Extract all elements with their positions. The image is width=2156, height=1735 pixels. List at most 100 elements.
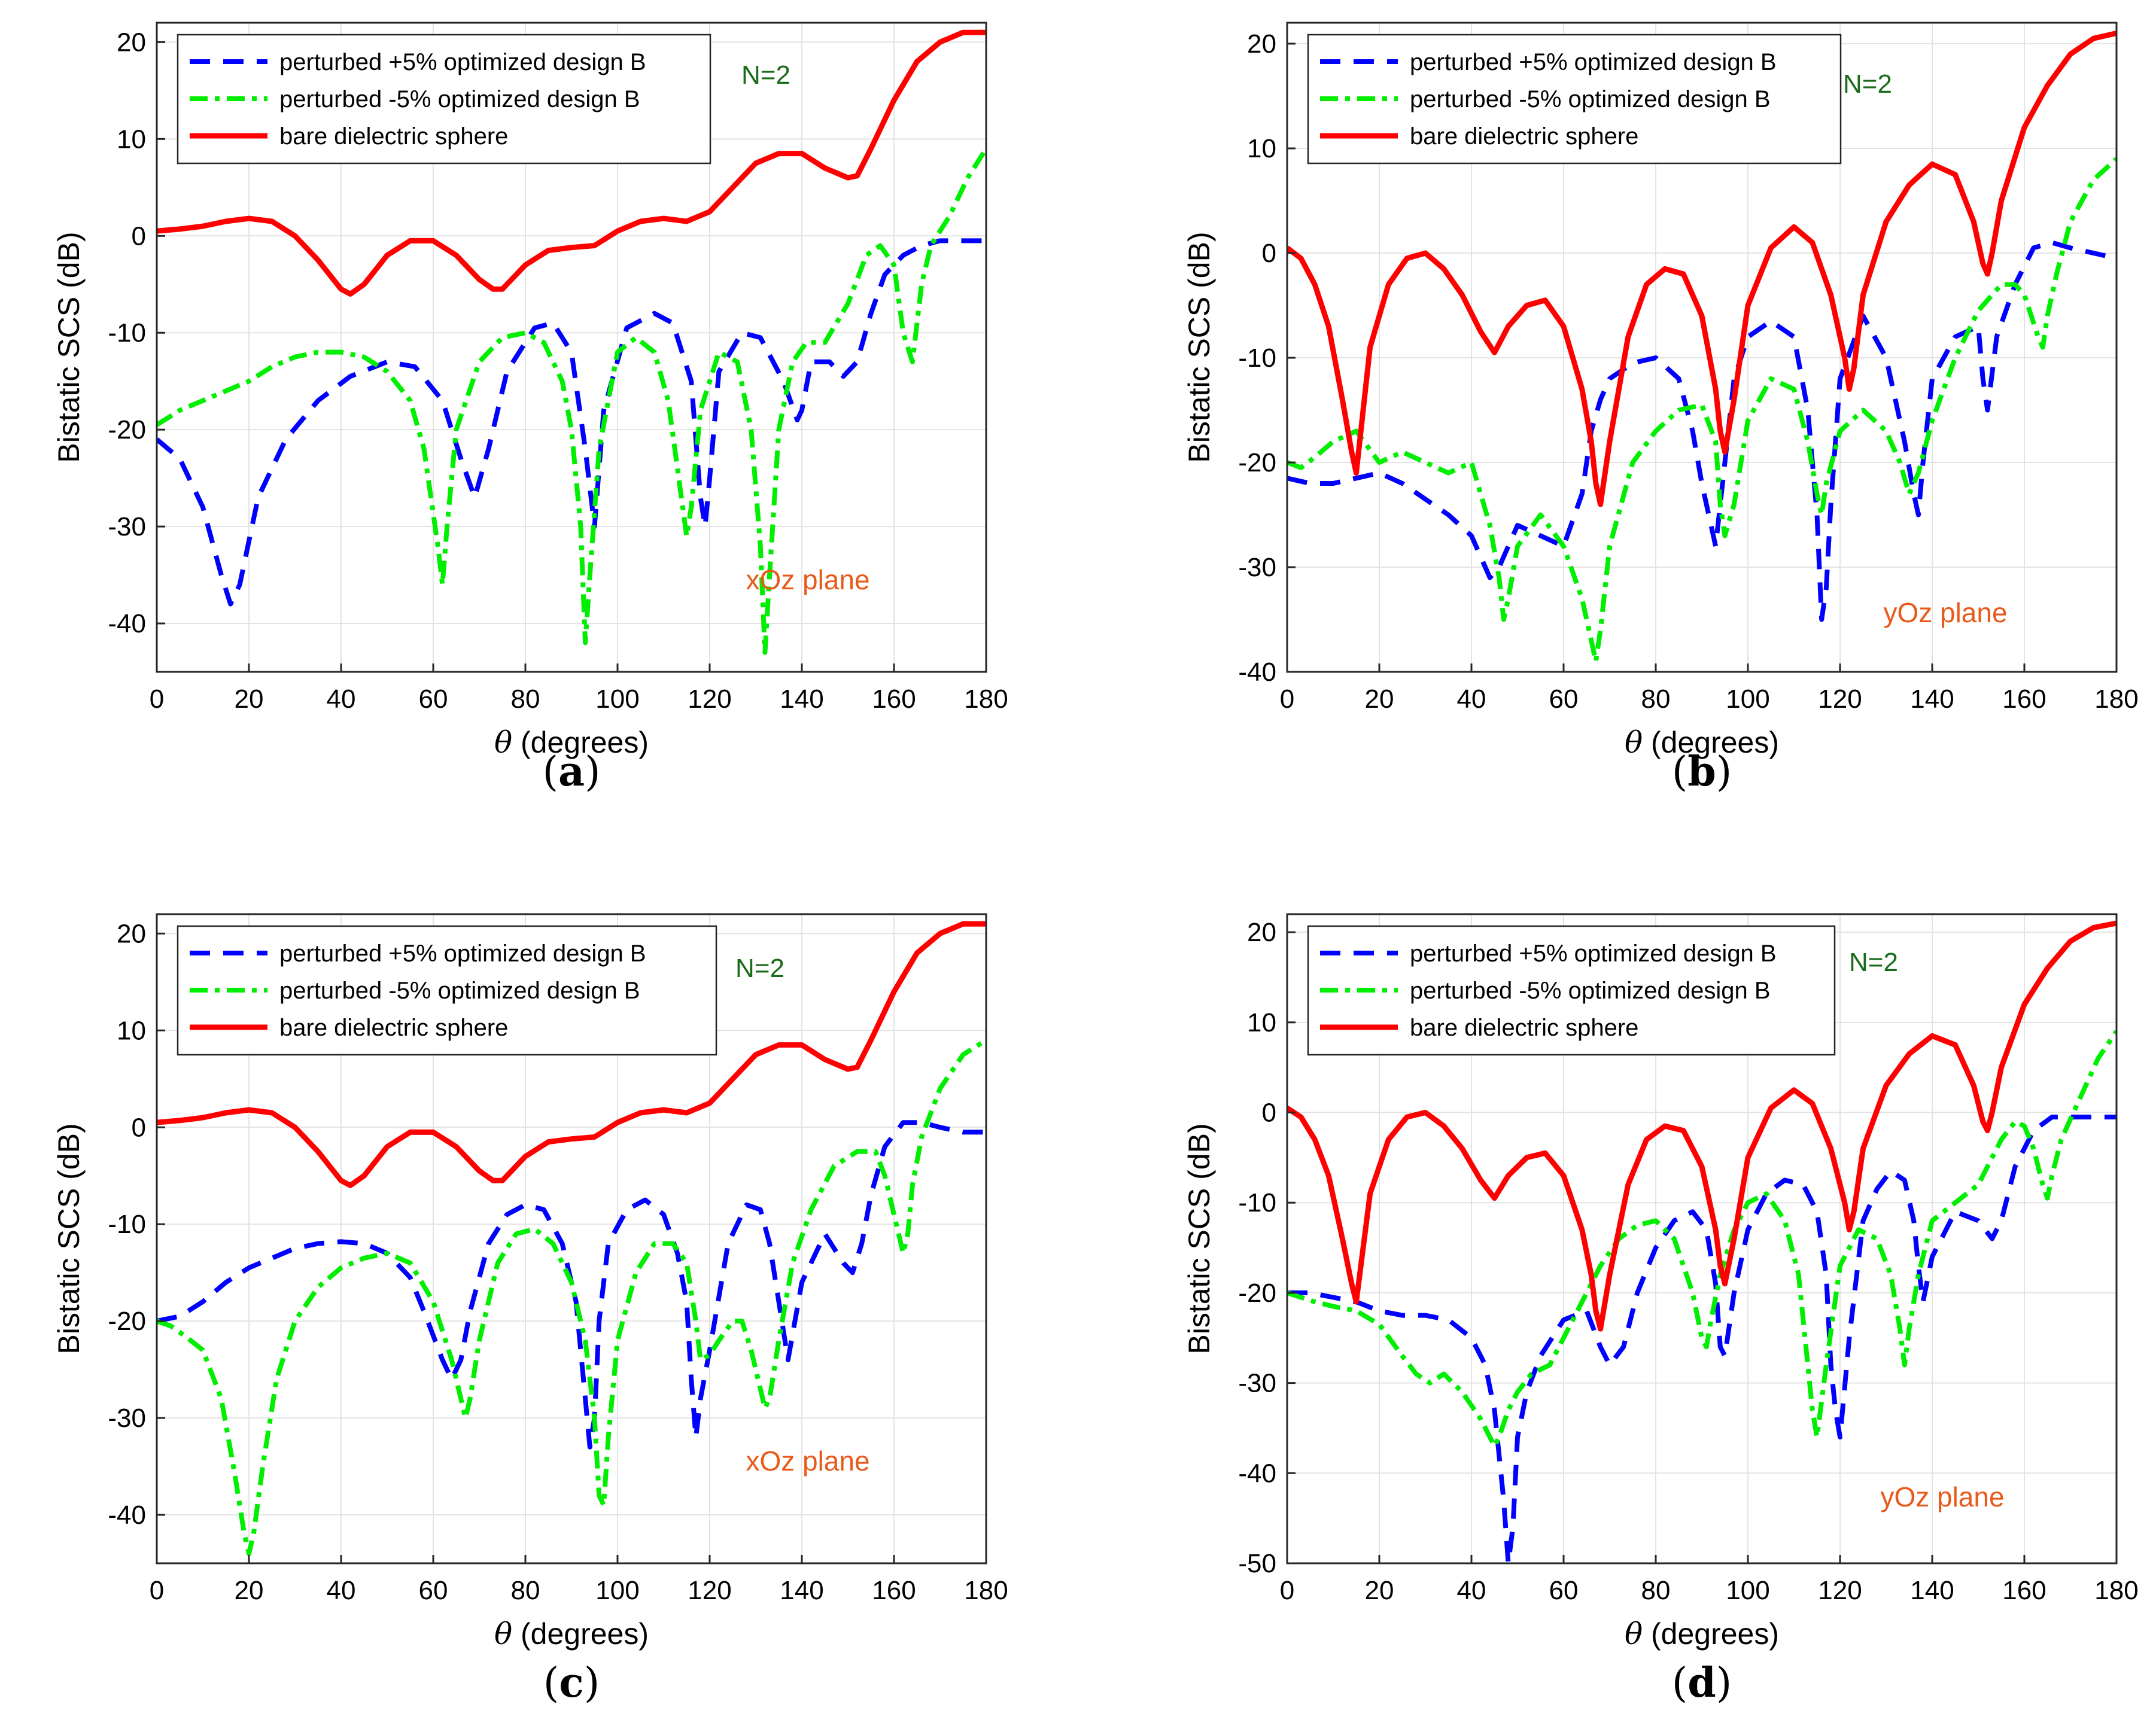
x-axis-symbol: θ xyxy=(1625,725,1643,760)
caption-close: ) xyxy=(1716,1660,1732,1707)
y-tick-label: -20 xyxy=(1238,448,1276,477)
x-tick-label: 180 xyxy=(2094,1576,2138,1605)
x-axis-text: (degrees) xyxy=(512,1617,649,1651)
y-tick-label: -20 xyxy=(1238,1279,1276,1308)
x-tick-label: 140 xyxy=(1910,1576,1954,1605)
x-tick-label: 160 xyxy=(2002,684,2046,714)
x-axis-text: (degrees) xyxy=(1643,1617,1779,1651)
panel-caption: (b) xyxy=(1612,748,1792,796)
legend-label-minus5: perturbed -5% optimized design B xyxy=(1410,978,1771,1004)
x-tick-label: 40 xyxy=(327,684,356,714)
x-tick-label: 40 xyxy=(1457,684,1486,714)
x-tick-label: 100 xyxy=(595,1576,639,1605)
legend: perturbed +5% optimized design B perturbe… xyxy=(177,925,717,1056)
annotation-plane: xOz plane xyxy=(746,1445,869,1477)
axes-box xyxy=(156,22,987,673)
y-tick-label: -10 xyxy=(108,1210,146,1239)
series-line-plus5 xyxy=(157,1120,986,1450)
y-tick-label: -20 xyxy=(108,1307,146,1336)
legend-label-plus5: perturbed +5% optimized design B xyxy=(1410,940,1777,967)
legend: perturbed +5% optimized design B perturbe… xyxy=(177,34,711,165)
x-axis-text: (degrees) xyxy=(512,726,649,759)
panel-caption: (d) xyxy=(1612,1659,1792,1707)
axes-box xyxy=(1286,913,2118,1564)
caption-open: ( xyxy=(1671,1660,1688,1707)
y-tick-label: 20 xyxy=(117,28,146,57)
caption-open: ( xyxy=(542,748,558,796)
x-tick-label: 140 xyxy=(1910,684,1954,714)
y-tick-label: 10 xyxy=(117,124,146,154)
annotation-n: N=2 xyxy=(1849,948,1898,977)
annotation-plane: yOz plane xyxy=(1883,597,2007,628)
x-tick-label: 20 xyxy=(1365,1576,1394,1605)
x-axis-text: (degrees) xyxy=(1643,726,1779,759)
legend-label-bare: bare dielectric sphere xyxy=(279,123,508,150)
series-line-plus5 xyxy=(1287,1115,2117,1563)
y-tick-label: -40 xyxy=(108,1500,146,1530)
y-tick-label: -10 xyxy=(1238,1188,1276,1217)
x-tick-label: 180 xyxy=(964,684,1008,714)
y-tick-label: -30 xyxy=(108,512,146,541)
legend-label-minus5: perturbed -5% optimized design B xyxy=(1410,86,1771,112)
x-tick-label: 100 xyxy=(1726,1576,1769,1605)
x-tick-label: 40 xyxy=(1457,1576,1486,1605)
axes-box xyxy=(1286,22,2118,673)
x-tick-label: 160 xyxy=(872,1576,916,1605)
y-tick-label: -20 xyxy=(108,415,146,445)
annotation-n: N=2 xyxy=(1843,69,1892,99)
series-line-bare xyxy=(157,921,986,1188)
y-axis-label: Bistatic SCS (dB) xyxy=(1182,1123,1216,1354)
y-tick-label: -30 xyxy=(1238,553,1276,582)
legend-label-minus5: perturbed -5% optimized design B xyxy=(279,978,640,1004)
x-axis-label: θ (degrees) xyxy=(494,725,649,760)
chart-panel-a: 0 20 40 60 80 100 120 140 160 180 -40 -30 -20 -10 0 10 2… xyxy=(0,0,1078,866)
caption-close: ) xyxy=(583,1660,600,1707)
legend-label-bare: bare dielectric sphere xyxy=(279,1015,508,1041)
x-tick-label: 120 xyxy=(1818,684,1862,714)
annotation-plane: yOz plane xyxy=(1880,1481,2004,1512)
chart-panel-b: 0 20 40 60 80 100 120 140 160 180 -40 -30 -20 -10 0 10 2… xyxy=(1078,0,2155,866)
y-tick-label: -40 xyxy=(1238,658,1276,687)
axes-box xyxy=(156,913,987,1564)
x-axis-label: θ (degrees) xyxy=(494,1617,649,1651)
chart-panel-c: 0 20 40 60 80 100 120 140 160 180 -40 -30 -20 -10 0 10 2… xyxy=(0,866,1078,1732)
caption-open: ( xyxy=(1671,748,1688,796)
chart-svg-d: 0 20 40 60 80 100 120 140 160 180 -50 -40 -30 -20 -10 0… xyxy=(1182,913,2139,1651)
caption-letter: b xyxy=(1687,748,1716,796)
x-tick-label: 60 xyxy=(1549,1576,1579,1605)
x-tick-label: 40 xyxy=(327,1576,356,1605)
x-tick-label: 120 xyxy=(688,1576,731,1605)
legend-label-bare: bare dielectric sphere xyxy=(1410,123,1638,150)
x-tick-label: 20 xyxy=(1365,684,1394,714)
caption-letter: c xyxy=(559,1659,584,1707)
x-tick-label: 0 xyxy=(1280,684,1294,714)
x-axis-label: θ (degrees) xyxy=(1625,725,1779,760)
legend-label-plus5: perturbed +5% optimized design B xyxy=(279,940,646,967)
series-line-minus5 xyxy=(1287,157,2117,664)
y-tick-label: -50 xyxy=(1238,1549,1276,1578)
x-tick-label: 60 xyxy=(419,684,448,714)
y-tick-label: 0 xyxy=(132,221,146,251)
y-tick-label: 0 xyxy=(1262,1098,1276,1128)
x-tick-label: 120 xyxy=(1818,1576,1862,1605)
panel-caption: (a) xyxy=(482,748,661,796)
x-tick-label: 120 xyxy=(688,684,731,714)
x-tick-label: 80 xyxy=(511,1576,540,1605)
x-axis-label: θ (degrees) xyxy=(1625,1617,1779,1651)
y-axis-label: Bistatic SCS (dB) xyxy=(52,1123,86,1354)
x-tick-label: 100 xyxy=(1726,684,1769,714)
y-tick-label: -30 xyxy=(1238,1369,1276,1398)
x-tick-label: 100 xyxy=(595,684,639,714)
caption-close: ) xyxy=(585,748,601,796)
y-axis-label: Bistatic SCS (dB) xyxy=(1182,232,1216,462)
series-line-bare xyxy=(1287,920,2117,1332)
caption-letter: d xyxy=(1687,1659,1716,1707)
x-tick-label: 140 xyxy=(780,684,823,714)
annotation-n: N=2 xyxy=(741,60,790,90)
x-tick-label: 20 xyxy=(235,684,264,714)
y-tick-label: 10 xyxy=(1247,134,1276,163)
y-tick-label: -30 xyxy=(108,1404,146,1433)
panel-caption: (c) xyxy=(482,1659,661,1707)
x-tick-label: 160 xyxy=(2002,1576,2046,1605)
y-tick-label: -10 xyxy=(108,318,146,348)
